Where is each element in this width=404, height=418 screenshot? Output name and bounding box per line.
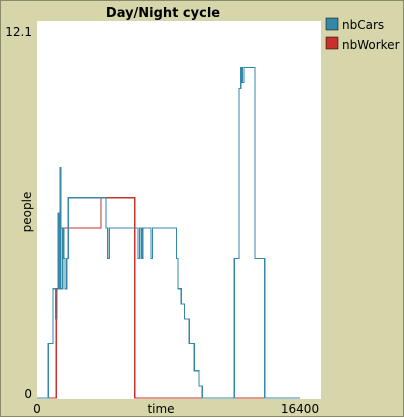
x-tick-label-max: 16400 xyxy=(281,402,319,416)
y-tick-label-max: 12.1 xyxy=(5,25,32,39)
x-tick-label-min: 0 xyxy=(33,402,41,416)
x-axis-label: time xyxy=(147,402,174,416)
legend-swatch-nbworker xyxy=(326,37,338,49)
chart-title: Day/Night cycle xyxy=(106,6,220,21)
legend-swatch-nbcars xyxy=(326,18,338,30)
plot-area xyxy=(37,21,321,399)
legend: nbCars nbWorker xyxy=(326,18,400,52)
legend-label-nbworker: nbWorker xyxy=(342,38,400,52)
y-axis-label: people xyxy=(20,192,34,233)
legend-label-nbcars: nbCars xyxy=(342,18,384,32)
y-tick-label-min: 0 xyxy=(24,387,32,401)
